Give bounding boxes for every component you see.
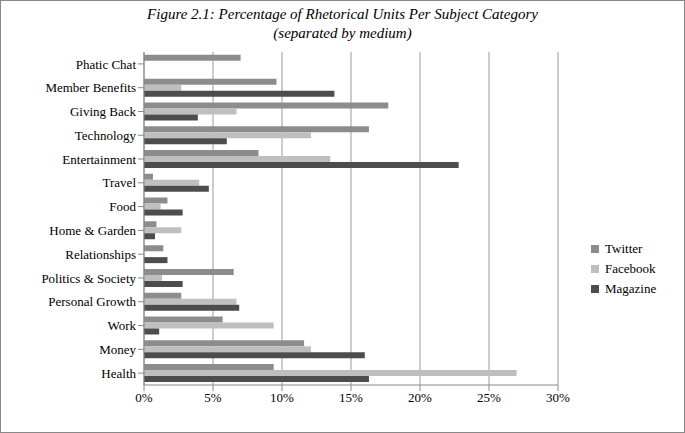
- html-text:(separated by medium): (separated by medium): [273, 25, 412, 41]
- svg-text:10%: 10%: [270, 390, 294, 405]
- svg-text:5%: 5%: [204, 390, 222, 405]
- svg-text:Member Benefits: Member Benefits: [45, 80, 136, 95]
- html-text:Facebook: Facebook: [605, 261, 656, 276]
- svg-text:Phatic Chat: Phatic Chat: [76, 57, 137, 72]
- svg-text:Giving Back: Giving Back: [70, 104, 137, 119]
- svg-text:Food: Food: [109, 199, 136, 214]
- svg-text:20%: 20%: [408, 390, 432, 405]
- svg-text:30%: 30%: [546, 390, 570, 405]
- svg-text:Money: Money: [99, 342, 136, 357]
- html-text:Magazine: Magazine: [605, 281, 657, 296]
- svg-text:0%: 0%: [135, 390, 153, 405]
- svg-text:Politics & Society: Politics & Society: [41, 271, 136, 286]
- svg-text:15%: 15%: [339, 390, 363, 405]
- svg-text:Entertainment: Entertainment: [62, 152, 136, 167]
- svg-text:Health: Health: [101, 366, 136, 381]
- svg-text:Work: Work: [107, 318, 136, 333]
- svg-text:Travel: Travel: [103, 175, 137, 190]
- svg-text:Technology: Technology: [75, 128, 137, 143]
- svg-text:25%: 25%: [477, 390, 501, 405]
- html-text:Twitter: Twitter: [605, 241, 643, 256]
- html-text:Figure 2.1: Percentage of Rhet: Figure 2.1: Percentage of Rhetorical Uni…: [147, 6, 538, 22]
- svg-text:Personal Growth: Personal Growth: [48, 294, 136, 309]
- svg-text:Relationships: Relationships: [65, 247, 136, 262]
- svg-text:Home & Garden: Home & Garden: [49, 223, 136, 238]
